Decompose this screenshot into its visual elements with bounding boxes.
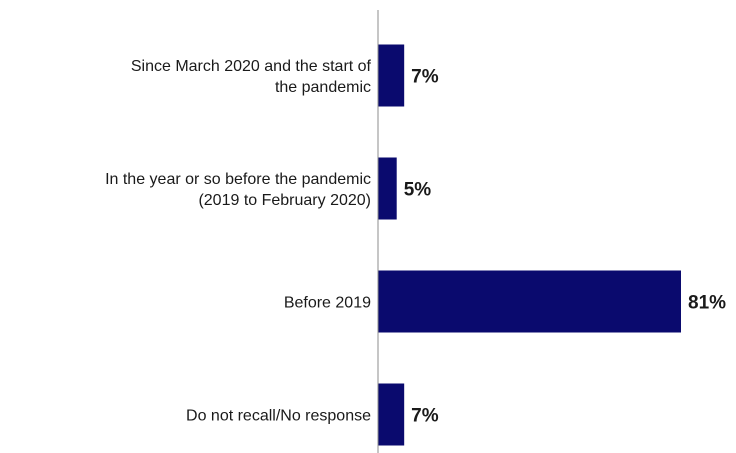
category-label-3: Do not recall/No response <box>186 408 371 425</box>
value-label-3: 7% <box>411 406 439 427</box>
category-label-line: Do not recall/No response <box>186 408 371 425</box>
category-label-line: Before 2019 <box>284 295 371 312</box>
category-label-1: In the year or so before the pandemic (20… <box>105 171 371 209</box>
value-label-1: 5% <box>404 180 432 201</box>
value-label-2: 81% <box>688 293 726 314</box>
category-label-line: In the year or so before the pandemic <box>105 171 371 188</box>
category-label-line: the pandemic <box>275 79 371 96</box>
category-labels: Since March 2020 and the start of the pan… <box>105 58 371 425</box>
category-label-line: Since March 2020 and the start of <box>131 58 372 75</box>
category-label-0: Since March 2020 and the start of the pan… <box>131 58 372 96</box>
bars-layer <box>378 44 681 446</box>
category-label-2: Before 2019 <box>284 295 371 312</box>
bar-3 <box>378 383 405 446</box>
bar-0 <box>378 44 405 107</box>
bar-2 <box>378 270 681 333</box>
bar-1 <box>378 157 397 220</box>
value-label-0: 7% <box>411 67 439 88</box>
category-label-line: (2019 to February 2020) <box>198 192 371 209</box>
value-labels: 7% 5% 81% 7% <box>404 67 726 427</box>
